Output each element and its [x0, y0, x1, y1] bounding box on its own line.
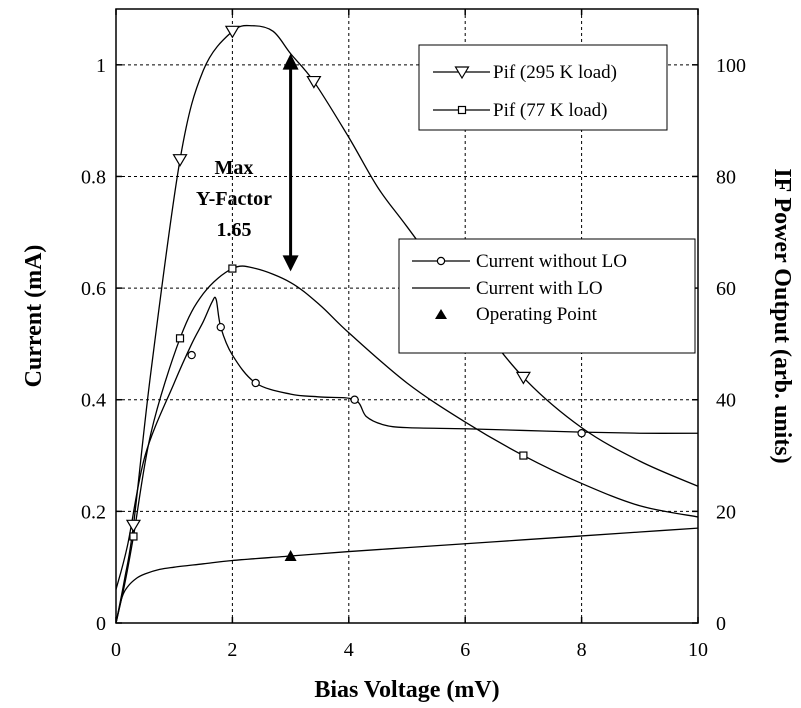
y-factor-arrowhead-top	[282, 53, 299, 70]
marker-pif-295-k-load	[515, 371, 531, 385]
markers-group	[125, 25, 586, 562]
y-axis-title-right: IF Power Output (arb. units)	[769, 168, 795, 463]
x-tick-label: 4	[344, 639, 354, 661]
legend-marker-without-lo	[436, 256, 446, 266]
y2-tick-label: 0	[716, 613, 726, 635]
legend-current: Current without LO Current with LO Opera…	[398, 238, 696, 354]
series-line-current-with-lo	[115, 527, 699, 624]
marker-current-without-lo	[216, 322, 225, 332]
series-line-current-without-lo	[115, 296, 699, 590]
legend-label-operating-point: Operating Point	[476, 304, 598, 325]
y2-tick-label: 100	[716, 55, 746, 77]
legend-marker-operating-point	[435, 309, 447, 319]
annotation-value: 1.65	[217, 219, 252, 241]
legend-marker-pif77	[457, 105, 467, 115]
x-tick-label: 2	[227, 639, 237, 661]
y2-tick-label: 20	[716, 501, 736, 523]
legend-label-pif77: Pif (77 K load)	[493, 100, 608, 121]
marker-pif-295-k-load	[172, 154, 188, 167]
marker-current-without-lo	[251, 378, 260, 388]
annotation-max: Max	[215, 157, 254, 179]
legend-current-box	[398, 238, 696, 354]
marker-pif-77-k-load	[519, 451, 528, 460]
legend-power: Pif (295 K load) Pif (77 K load)	[418, 44, 668, 131]
x-tick-label: 0	[111, 639, 121, 661]
y-tick-label: 0.8	[81, 166, 106, 188]
marker-pif-77-k-load	[175, 334, 185, 343]
y-factor-arrow	[282, 53, 299, 272]
marker-current-without-lo	[577, 429, 586, 438]
y2-tick-label: 80	[716, 166, 736, 188]
marker-current-without-lo	[350, 395, 359, 404]
legend-marker-pif295	[454, 66, 470, 80]
y-tick-label: 0	[96, 613, 106, 635]
series-line-pif-77-k-load	[115, 265, 699, 624]
y-axis-title-left: Current (mA)	[21, 245, 47, 388]
legend-power-box	[418, 44, 668, 131]
x-tick-label: 6	[460, 639, 470, 661]
y-tick-label: 0.2	[81, 501, 106, 523]
marker-operating-point	[284, 550, 297, 562]
y-tick-label: 1	[96, 55, 106, 77]
marker-pif-295-k-load	[306, 75, 322, 89]
y-factor-arrowhead-bottom	[282, 255, 299, 272]
legend-label-pif295: Pif (295 K load)	[493, 62, 617, 83]
annotation-y-factor: Y-Factor	[196, 188, 272, 210]
marker-current-without-lo	[187, 350, 196, 360]
legend-label-without-lo: Current without LO	[476, 251, 627, 272]
x-tick-label: 10	[688, 639, 708, 661]
marker-pif-295-k-load	[125, 519, 142, 533]
plot-frame	[115, 8, 699, 624]
x-tick-label: 8	[577, 639, 587, 661]
y-tick-label: 0.4	[81, 390, 106, 412]
legend-label-with-lo: Current with LO	[476, 278, 603, 299]
y-tick-label: 0.6	[81, 278, 106, 300]
y2-tick-label: 60	[716, 278, 736, 300]
y2-tick-label: 40	[716, 390, 736, 412]
x-axis-title: Bias Voltage (mV)	[314, 677, 499, 703]
marker-pif-295-k-load	[224, 25, 240, 39]
marker-pif-77-k-load	[129, 532, 138, 541]
marker-pif-77-k-load	[228, 264, 237, 273]
